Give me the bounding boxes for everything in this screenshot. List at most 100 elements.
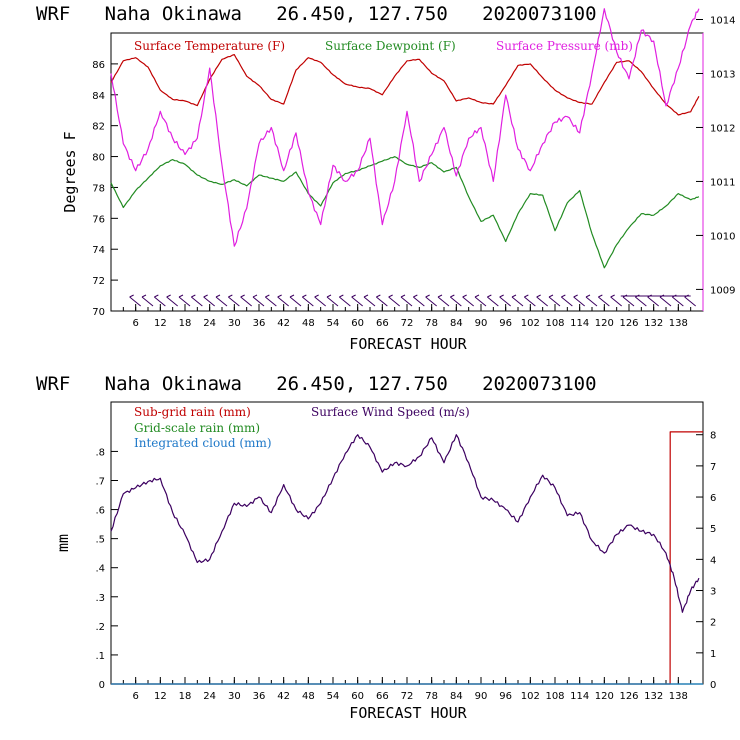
legend-wind-speed: Surface Wind Speed (m/s) (311, 405, 470, 419)
y2-tick-label: 1013 (710, 69, 735, 80)
x-tick-label: 84 (450, 318, 463, 329)
x-tick-label: 138 (669, 691, 688, 702)
y2-tick-label: 8 (710, 431, 716, 442)
wind-barbs (129, 294, 696, 307)
x-tick-label: 12 (154, 691, 167, 702)
y2-tick-label: 1 (710, 649, 716, 660)
x-tick-label: 36 (253, 318, 266, 329)
x-tick-label: 120 (595, 691, 614, 702)
wind-barb (314, 294, 326, 307)
x-tick-label: 12 (154, 318, 167, 329)
wind-barb (215, 294, 228, 307)
wind-barb (610, 294, 622, 307)
y-tick-label: .6 (95, 506, 105, 517)
wind-barb (339, 294, 351, 307)
y2-tick-label: 1011 (710, 177, 735, 188)
wind-barb (289, 294, 302, 307)
legend-pressure: Surface Pressure (mb) (496, 39, 633, 53)
x-tick-label: 132 (644, 691, 663, 702)
sub-grid-rain-mm-line (111, 431, 703, 685)
top-axis-ticks: 6 12 18 24 30 36 42 48 54 60 66 72 78 84 90 96 102 108 114… (92, 16, 735, 329)
wind-barb (561, 294, 573, 307)
wind-barb (400, 294, 413, 307)
x-tick-label: 78 (425, 691, 438, 702)
x-tick-label: 48 (302, 318, 315, 329)
y2-tick-label: 3 (710, 587, 716, 598)
y-tick-label: 74 (92, 245, 105, 256)
x-tick-label: 60 (351, 318, 364, 329)
y-tick-label: .1 (95, 651, 105, 662)
x-tick-label: 96 (499, 318, 512, 329)
x-tick-label: 108 (545, 318, 564, 329)
wind-barb (511, 294, 524, 307)
y-tick-label: 82 (92, 122, 105, 133)
wind-barb (154, 294, 166, 307)
x-tick-label: 126 (619, 318, 638, 329)
x-tick-label: 6 (132, 691, 138, 702)
y-tick-label: 72 (92, 276, 105, 287)
y-tick-label: 86 (92, 60, 105, 71)
x-tick-label: 108 (545, 691, 564, 702)
top-plot-frame (110, 32, 704, 312)
x-tick-label: 30 (228, 318, 241, 329)
x-tick-label: 60 (351, 691, 364, 702)
wind-barb (437, 294, 450, 307)
x-tick-label: 6 (132, 318, 138, 329)
x-tick-label: 66 (376, 691, 389, 702)
x-tick-label: 138 (669, 318, 688, 329)
wind-barb (376, 294, 388, 307)
wind-barb (141, 294, 154, 307)
y-tick-label: .5 (95, 535, 105, 546)
y2-tick-label: 1014 (710, 16, 735, 27)
wind-barb (302, 294, 314, 307)
bottom-axis-ticks: 6 12 18 24 30 36 42 48 54 60 66 72 78 84 90 96 102 108 114… (95, 431, 716, 702)
wind-barb (203, 294, 215, 307)
y-tick-label: 84 (92, 91, 105, 102)
wind-barb (598, 294, 610, 307)
x-tick-label: 30 (228, 691, 241, 702)
x-tick-label: 54 (327, 691, 340, 702)
bottom-series-group (110, 431, 703, 685)
wind-barb (524, 294, 536, 307)
x-tick-label: 18 (179, 691, 192, 702)
wind-barb (252, 294, 265, 307)
wind-barb (474, 294, 487, 307)
x-tick-label: 42 (277, 318, 290, 329)
legend-temperature: Surface Temperature (F) (134, 39, 285, 53)
y2-tick-label: 7 (710, 462, 716, 473)
y2-tick-label: 1009 (710, 285, 735, 296)
y2-tick-label: 5 (710, 524, 716, 535)
x-tick-label: 120 (595, 318, 614, 329)
wind-barb (450, 294, 462, 307)
legend-gridscale-rain: Grid-scale rain (mm) (134, 421, 260, 435)
wind-barb (413, 294, 425, 307)
y2-tick-label: 0 (710, 680, 716, 691)
x-tick-label: 114 (570, 691, 589, 702)
wind-barb (487, 294, 499, 307)
x-tick-label: 102 (521, 691, 540, 702)
x-tick-label: 90 (475, 318, 488, 329)
bottom-chart-title: WRF Naha Okinawa 26.450, 127.750 2020073… (36, 373, 597, 395)
surface-wind-speed-m-s-line (110, 434, 700, 613)
wind-barb (240, 294, 252, 307)
legend-subgrid-rain: Sub-grid rain (mm) (134, 405, 251, 419)
top-y-axis-label: Degrees F (61, 131, 79, 212)
x-tick-label: 48 (302, 691, 315, 702)
x-tick-label: 18 (179, 318, 192, 329)
x-tick-label: 126 (619, 691, 638, 702)
wind-barb (326, 294, 339, 307)
x-tick-label: 66 (376, 318, 389, 329)
x-tick-label: 54 (327, 318, 340, 329)
wind-barb (228, 294, 240, 307)
wind-barb (363, 294, 376, 307)
legend-dewpoint: Surface Dewpoint (F) (325, 39, 456, 53)
y2-tick-label: 4 (710, 555, 716, 566)
top-series-group (110, 8, 700, 269)
wind-barb (178, 294, 191, 307)
y-tick-label: 0 (99, 680, 105, 691)
wind-barb (659, 294, 672, 307)
wind-barb (573, 294, 585, 307)
wind-barb (499, 294, 511, 307)
x-tick-label: 24 (203, 318, 216, 329)
x-tick-label: 72 (401, 691, 414, 702)
